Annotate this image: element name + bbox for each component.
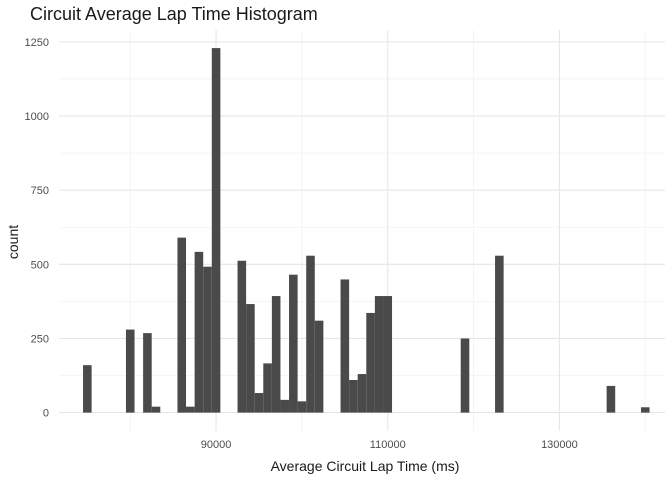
- histogram-bar: [640, 407, 650, 413]
- y-tick-label: 750: [31, 185, 49, 197]
- histogram-bar: [606, 385, 616, 413]
- histogram-bar: [366, 312, 375, 413]
- y-tick-label: 250: [31, 333, 49, 345]
- histogram-bar: [340, 279, 350, 413]
- histogram-bar: [194, 251, 204, 413]
- histogram-bar: [125, 329, 135, 413]
- histogram-bar: [246, 304, 255, 413]
- histogram-bar: [211, 48, 221, 413]
- chart-title: Circuit Average Lap Time Histogram: [30, 4, 318, 24]
- x-tick-label: 90000: [201, 439, 232, 451]
- y-tick-label: 1250: [25, 37, 49, 49]
- histogram-bar: [495, 255, 504, 413]
- histogram-bar: [306, 255, 315, 413]
- y-axis-title: count: [5, 225, 21, 259]
- histogram-bar: [383, 296, 393, 413]
- y-tick-label: 500: [31, 259, 49, 271]
- histogram-bar: [280, 399, 290, 413]
- x-axis-title: Average Circuit Lap Time (ms): [271, 458, 460, 474]
- histogram-bar: [203, 266, 212, 413]
- histogram-bar: [374, 296, 384, 413]
- histogram-bar: [289, 274, 298, 413]
- histogram-bar: [349, 379, 358, 413]
- histogram-bar: [297, 401, 307, 413]
- histogram-bar: [263, 363, 272, 413]
- histogram-bar: [186, 406, 195, 413]
- y-tick-label: 1000: [25, 111, 49, 123]
- histogram-bar: [254, 393, 264, 413]
- histogram-bar: [460, 338, 470, 413]
- histogram-bar: [357, 374, 367, 413]
- histogram-bar: [237, 260, 247, 413]
- x-tick-label: 130000: [541, 439, 578, 451]
- histogram-bar: [143, 333, 152, 413]
- y-tick-label: 0: [43, 408, 49, 420]
- bar-layer: [83, 48, 650, 413]
- histogram-bar: [83, 365, 92, 413]
- histogram-bar: [314, 320, 324, 413]
- histogram-bar: [177, 237, 187, 413]
- x-tick-label: 110000: [370, 439, 406, 451]
- tick-layer: 0 250 500 750 1000 1250 90000 110000 130000: [25, 37, 578, 451]
- histogram-bar: [271, 296, 281, 413]
- histogram-bar: [151, 406, 161, 413]
